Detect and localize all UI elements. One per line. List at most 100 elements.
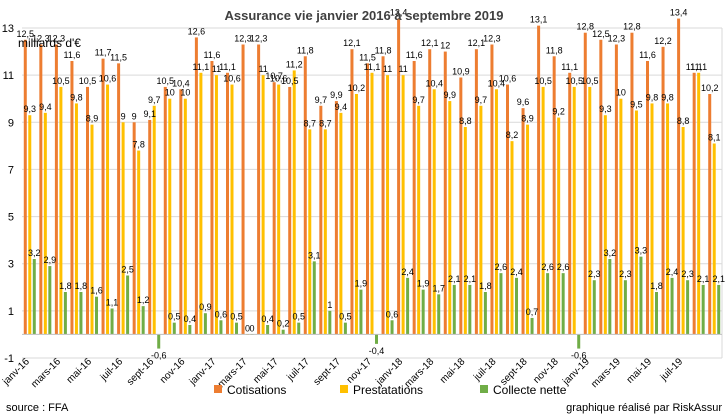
bar	[650, 103, 654, 335]
bar	[577, 334, 581, 349]
data-label: 2,9	[44, 255, 57, 265]
data-label: 11,1	[690, 62, 707, 72]
bar	[603, 115, 607, 335]
data-label: 8,9	[86, 114, 99, 124]
data-label: 0	[250, 323, 255, 333]
bar	[701, 284, 705, 335]
data-label: -0,6	[151, 351, 167, 361]
data-label: 10,2	[348, 83, 366, 93]
bar	[681, 127, 685, 335]
data-labels: 12,512,312,311,610,511,711,59 9,110,510,4…	[17, 8, 725, 361]
data-label: 8,8	[677, 116, 690, 126]
data-label: 11,8	[297, 45, 314, 55]
bar	[370, 72, 374, 335]
data-label: 0,4	[184, 314, 197, 324]
data-label: 10,4	[425, 78, 443, 88]
bar	[32, 259, 36, 335]
data-label: 12,3	[32, 34, 50, 44]
bar	[515, 277, 518, 335]
bar	[292, 70, 296, 335]
bar	[677, 18, 681, 335]
bar	[312, 261, 316, 335]
chart-title: Assurance vie janvier 2016 à septembre 2…	[225, 8, 504, 23]
data-label: 11,1	[364, 62, 381, 72]
bar	[219, 320, 223, 335]
x-tick-label: nov-18	[531, 356, 561, 386]
bar	[188, 325, 192, 335]
data-label: 10,4	[488, 78, 506, 88]
data-label: 9,2	[552, 107, 565, 117]
data-label: 10,5	[534, 76, 552, 86]
data-label: 7,8	[132, 140, 145, 150]
bar	[428, 49, 432, 335]
x-tick-label: sept-17	[312, 356, 344, 388]
data-label: 11	[383, 64, 392, 74]
data-label: 11,1	[561, 62, 578, 72]
bar	[479, 105, 483, 335]
bar	[43, 112, 47, 335]
bar	[406, 277, 410, 335]
y-tick-label: 5	[8, 212, 14, 224]
bar	[168, 98, 172, 335]
bar	[697, 72, 701, 335]
bar	[432, 89, 436, 335]
bar	[561, 273, 565, 335]
data-label: 3,2	[604, 248, 617, 258]
data-label: 10,5	[79, 76, 97, 86]
legend-label: Cotisations	[227, 383, 286, 397]
bar	[23, 39, 27, 335]
x-tick-label: juil-16	[98, 356, 126, 384]
bar	[666, 103, 670, 335]
bar	[141, 306, 145, 335]
bar	[608, 259, 612, 335]
bar	[646, 61, 649, 335]
data-label: 1,2	[137, 295, 150, 305]
data-label: 12,6	[188, 26, 206, 36]
data-label: 2,6	[541, 262, 554, 272]
bar	[708, 94, 712, 335]
bar	[583, 32, 587, 335]
bar	[557, 117, 561, 335]
bar	[157, 334, 161, 349]
bar	[203, 313, 207, 335]
bar	[521, 108, 525, 335]
bar	[183, 98, 187, 335]
data-label: 12,3	[250, 34, 268, 44]
y-axis-label: milliards d'€	[18, 36, 81, 50]
data-label: 9,7	[412, 95, 425, 105]
bar	[397, 18, 401, 335]
bar	[634, 110, 638, 335]
data-label: 11,5	[110, 52, 127, 62]
data-label: 0,6	[386, 309, 399, 319]
data-label: 2,6	[557, 262, 570, 272]
bar	[437, 294, 441, 335]
data-label: 11,5	[359, 52, 376, 62]
data-label: 9,7	[315, 95, 328, 105]
data-label: 9,1	[143, 109, 156, 119]
data-label: 10,9	[452, 67, 470, 77]
data-label: 12,2	[654, 36, 672, 46]
bar	[686, 280, 690, 335]
bar	[390, 320, 394, 335]
bar	[79, 292, 83, 335]
data-label: 10,7	[265, 71, 283, 81]
data-label: 9,4	[39, 102, 52, 112]
data-label: 0,9	[199, 302, 212, 312]
bar	[70, 61, 74, 335]
data-label: 1,9	[355, 279, 368, 289]
bar	[272, 82, 276, 335]
bar	[474, 49, 478, 335]
bar	[572, 86, 576, 335]
bar	[494, 89, 498, 335]
bar	[74, 103, 78, 335]
data-label: 0,4	[261, 314, 274, 324]
data-label: 2,5	[121, 265, 134, 275]
bar	[717, 284, 721, 335]
data-label: 11,1	[686, 62, 703, 72]
data-label: 9	[132, 111, 137, 121]
bar	[277, 84, 281, 335]
data-label: 0	[245, 323, 250, 333]
data-label: 13,4	[390, 8, 408, 18]
bar	[375, 334, 378, 344]
y-tick-label: -1	[4, 353, 14, 365]
